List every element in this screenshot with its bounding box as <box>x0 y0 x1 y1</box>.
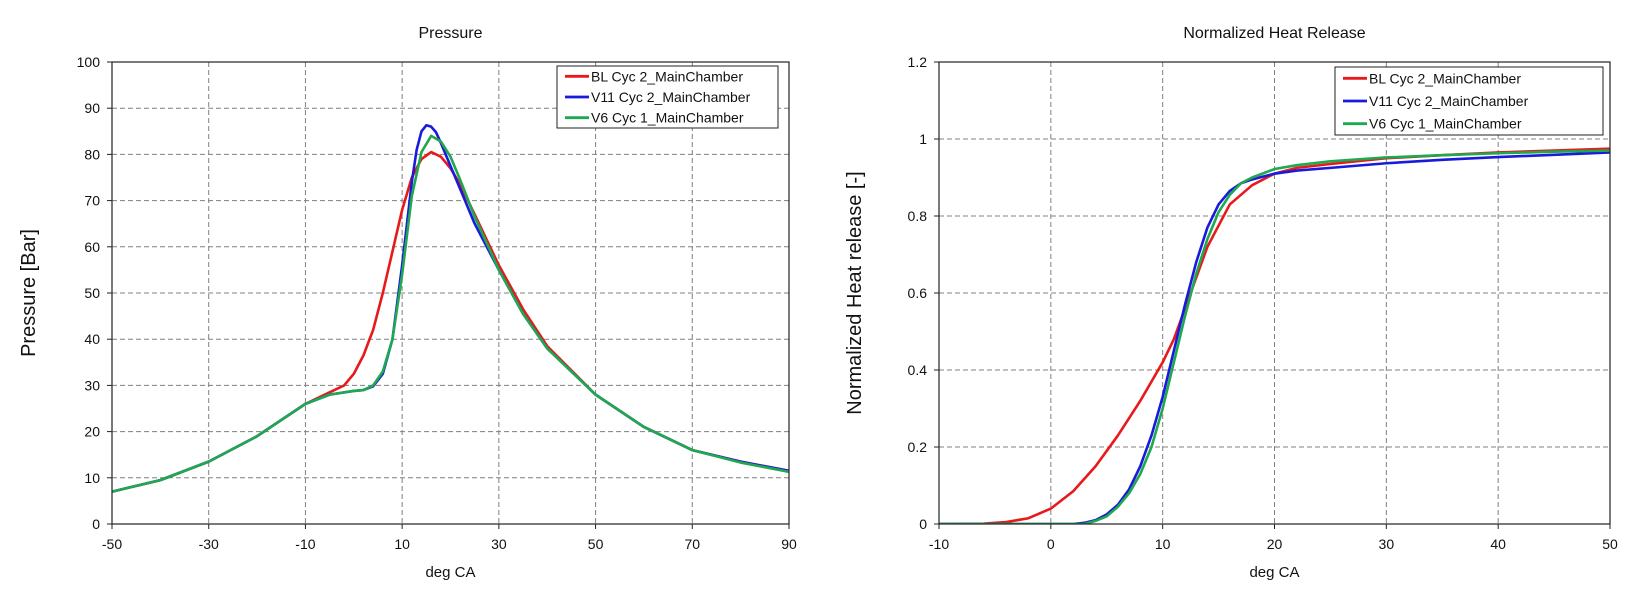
chart-1-y-tick-label: 90 <box>84 100 100 116</box>
chart-2-series-3-line <box>939 149 1610 524</box>
chart-2-series-2-line <box>939 151 1610 524</box>
chart-1-x-tick-label: -30 <box>199 536 219 552</box>
chart-1-legend: BL Cyc 2_MainChamber V11 Cyc 2_MainChambe… <box>556 65 779 129</box>
chart-1-x-tick-label: 90 <box>781 536 797 552</box>
chart-1-title: Pressure <box>418 25 482 42</box>
chart-2-x-axis-label: deg CA <box>1249 564 1299 581</box>
chart-2-x-tick-label: -10 <box>929 536 949 552</box>
chart-1-y-tick-label: 10 <box>84 470 100 486</box>
chart-1-x-tick-label: 70 <box>684 536 700 552</box>
chart-2-title: Normalized Heat Release <box>1183 25 1365 42</box>
chart-2-y-tick-label: 1.2 <box>908 54 928 70</box>
chart-2-x-tick-label: 30 <box>1379 536 1395 552</box>
chart-1-x-tick-label: 10 <box>394 536 410 552</box>
chart-1-y-tick-label: 70 <box>84 193 100 209</box>
chart-1-y-tick-label: 40 <box>84 331 100 347</box>
chart-1-y-tick-label: 30 <box>84 377 100 393</box>
chart-2-y-tick-label: 0.8 <box>908 208 928 224</box>
chart-1-y-tick-label: 50 <box>84 285 100 301</box>
chart-1-x-tick-label: 30 <box>491 536 507 552</box>
chart-1-x-tick-label: 50 <box>588 536 604 552</box>
chart-1-y-tick-label: 0 <box>92 516 100 532</box>
chart-1-legend-label-3: V6 Cyc 1_MainChamber <box>591 110 744 126</box>
chart-1-y-tick-label: 100 <box>77 54 101 70</box>
chart-1-series-3-line <box>112 134 789 493</box>
chart-2-legend-label-1: BL Cyc 2_MainChamber <box>1369 70 1521 86</box>
chart-2-y-tick-label: 0.6 <box>908 285 928 301</box>
chart-2-panel: -10 0 10 20 30 40 5000.20.40.60.811.2Normalize… <box>844 25 1618 581</box>
chart-1-x-tick-label: -50 <box>102 536 122 552</box>
chart-2-x-tick-label: 50 <box>1602 536 1618 552</box>
chart-2-x-tick-label: 20 <box>1267 536 1283 552</box>
chart-2-y-tick-label: 0.2 <box>908 439 928 455</box>
chart-2-x-tick-label: 40 <box>1490 536 1506 552</box>
chart-2-x-tick-label: 0 <box>1047 536 1055 552</box>
chart-2-legend-box <box>1334 66 1604 136</box>
chart-2-x-tick-label: 10 <box>1155 536 1171 552</box>
chart-1-series-1-line <box>112 150 789 493</box>
chart-2-y-tick-label: 0 <box>919 516 927 532</box>
chart-2-legend-label-2: V11 Cyc 2_MainChamber <box>1369 93 1529 109</box>
chart-2-y-axis-label: Normalized Heat release [-] <box>844 171 866 414</box>
chart-1-y-tick-label: 80 <box>84 146 100 162</box>
chart-1-y-tick-label: 20 <box>84 424 100 440</box>
chart-1-x-tick-label: -10 <box>295 536 315 552</box>
chart-1-plot-frame <box>111 61 790 525</box>
chart-2-legend: BL Cyc 2_MainChamber V11 Cyc 2_MainChambe… <box>1334 66 1604 136</box>
chart-1-panel: -50 -30 -10 10 30 50 70 90 0 10 20 30 40 50 60 70 80 90 10… <box>18 25 797 581</box>
chart-2-plot-frame <box>938 61 1611 525</box>
chart-1-y-axis-label: Pressure [Bar] <box>18 229 40 357</box>
chart-1-y-tick-label: 60 <box>84 239 100 255</box>
chart-2-y-tick-label: 0.4 <box>908 362 928 378</box>
chart-2-legend-label-3: V6 Cyc 1_MainChamber <box>1369 116 1522 132</box>
chart-1-x-axis-label: deg CA <box>425 564 475 581</box>
chart-2-y-tick-label: 1 <box>919 131 927 147</box>
chart-1-legend-label-1: BL Cyc 2_MainChamber <box>591 68 743 84</box>
chart-1-legend-box <box>556 65 779 129</box>
chart-1-legend-label-2: V11 Cyc 2_MainChamber <box>591 89 751 105</box>
chart-1-series-2-line <box>112 123 789 493</box>
